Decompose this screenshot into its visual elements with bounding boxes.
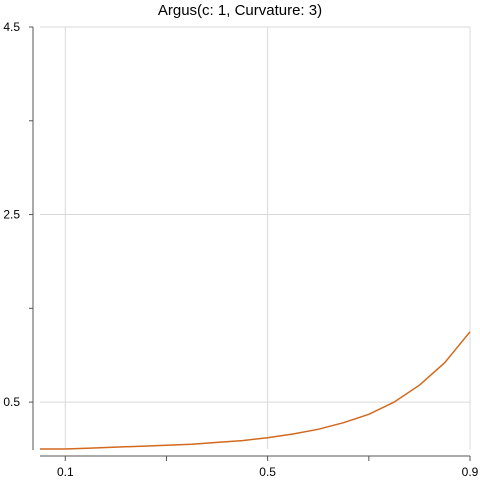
chart-title: Argus(c: 1, Curvature: 3): [158, 2, 322, 19]
series-line: [40, 331, 471, 450]
y-tick-label: 0.5: [3, 395, 20, 409]
x-tick-label: 0.5: [259, 465, 276, 479]
label-layer: 0.5 2.5 4.5 0.1 0.5 0.9: [3, 20, 478, 479]
x-tick-label: 0.1: [57, 465, 74, 479]
series-layer: [40, 331, 471, 450]
y-tick-label: 2.5: [3, 208, 20, 222]
y-tick-label: 4.5: [3, 20, 20, 34]
grid-layer: [40, 26, 471, 449]
axis-layer: [29, 26, 471, 461]
x-tick-label: 0.9: [462, 465, 479, 479]
